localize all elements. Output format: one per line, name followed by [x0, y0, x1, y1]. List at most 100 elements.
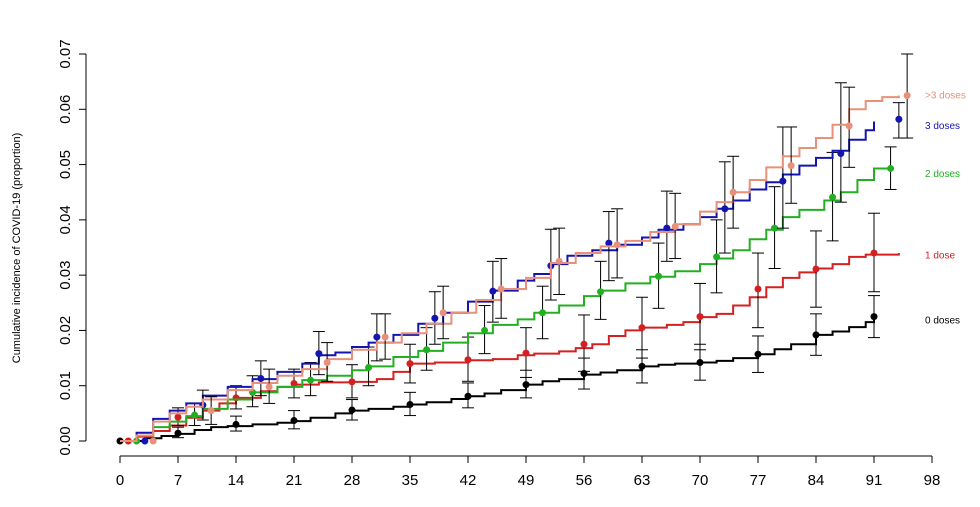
- data-point: [141, 437, 149, 445]
- data-point: [837, 150, 845, 158]
- x-tick-label: 21: [286, 472, 303, 489]
- data-point: [771, 224, 779, 232]
- data-point: [812, 265, 820, 273]
- x-tick-label: 98: [924, 472, 941, 489]
- data-point: [489, 287, 497, 295]
- x-tick-label: 91: [866, 472, 883, 489]
- x-tick-label: 63: [634, 472, 651, 489]
- data-point: [257, 375, 265, 383]
- data-point: [522, 349, 530, 357]
- x-tick-label: 7: [174, 472, 182, 489]
- data-point: [522, 381, 530, 389]
- data-point: [870, 313, 878, 321]
- data-point: [439, 309, 447, 317]
- data-point: [663, 224, 671, 232]
- axes: 0 7 14 21 28 35 42 49 56 63 70 77 84 91 98 0.00 0.01 0.02…: [57, 39, 940, 489]
- data-point: [729, 188, 737, 196]
- x-tick-label: 14: [228, 472, 245, 489]
- data-point: [696, 358, 704, 366]
- data-point: [845, 122, 853, 130]
- data-point: [481, 326, 489, 334]
- x-tick-label: 49: [518, 472, 535, 489]
- data-point: [207, 407, 215, 415]
- x-tick-label: 56: [576, 472, 593, 489]
- data-point: [787, 162, 795, 170]
- series-1: [120, 212, 900, 445]
- series-0: [116, 295, 880, 445]
- data-point: [307, 376, 315, 384]
- data-point: [638, 324, 646, 332]
- y-axis-label: Cumulative incidence of COVID-19 (propor…: [11, 133, 23, 364]
- data-point: [696, 313, 704, 321]
- data-point: [754, 350, 762, 358]
- x-tick-label: 28: [344, 472, 361, 489]
- data-point: [315, 350, 323, 358]
- data-point: [290, 380, 298, 388]
- data-point: [870, 249, 878, 257]
- series-label: 1 dose: [925, 251, 955, 262]
- data-point: [265, 383, 273, 391]
- data-point: [539, 309, 547, 317]
- series-labels: 0 doses 1 dose 2 doses 3 doses >3 doses: [925, 90, 966, 326]
- x-tick-label: 77: [750, 472, 767, 489]
- series-label: 3 doses: [925, 121, 960, 132]
- y-tick-label: 0.07: [57, 39, 74, 68]
- data-point: [655, 272, 663, 280]
- data-point: [895, 115, 903, 123]
- data-point: [381, 333, 389, 341]
- data-point: [580, 340, 588, 348]
- data-point: [605, 239, 613, 247]
- data-point: [174, 429, 182, 437]
- data-point: [406, 360, 414, 368]
- data-point: [555, 257, 563, 265]
- data-point: [597, 288, 605, 296]
- data-point: [887, 164, 895, 172]
- data-point: [323, 358, 331, 366]
- series-line: [120, 95, 900, 442]
- x-tick-label: 42: [460, 472, 477, 489]
- data-point: [713, 253, 721, 261]
- data-point: [232, 420, 240, 428]
- data-point: [406, 401, 414, 409]
- data-point: [348, 406, 356, 414]
- x-tick-label: 35: [402, 472, 419, 489]
- data-point: [431, 314, 439, 322]
- x-tick-label: 84: [808, 472, 825, 489]
- series-4: [120, 53, 914, 445]
- data-point: [365, 363, 373, 371]
- y-tick-label: 0.00: [57, 426, 74, 455]
- data-point: [638, 362, 646, 370]
- series-label: >3 doses: [925, 90, 966, 101]
- data-point: [423, 346, 431, 354]
- data-point: [754, 285, 762, 293]
- series-label: 0 doses: [925, 315, 960, 326]
- data-point: [149, 437, 157, 445]
- data-point: [464, 356, 472, 364]
- data-point: [721, 205, 729, 213]
- data-point: [497, 285, 505, 293]
- data-point: [829, 193, 837, 201]
- data-point: [671, 222, 679, 230]
- y-tick-label: 0.02: [57, 316, 74, 345]
- x-tick-label: 0: [116, 472, 124, 489]
- y-tick-label: 0.03: [57, 261, 74, 290]
- data-point: [812, 331, 820, 339]
- data-point: [613, 241, 621, 249]
- data-point: [348, 378, 356, 386]
- series-label: 2 doses: [925, 169, 960, 180]
- data-point: [174, 413, 182, 421]
- data-point: [191, 411, 199, 419]
- series-line: [120, 316, 875, 442]
- series-layer: [116, 53, 914, 445]
- series-line: [120, 253, 900, 442]
- y-tick-label: 0.06: [57, 95, 74, 124]
- y-tick-label: 0.05: [57, 150, 74, 179]
- data-point: [779, 177, 787, 185]
- y-tick-label: 0.04: [57, 205, 74, 234]
- series-2: [120, 146, 897, 445]
- x-tick-label: 70: [692, 472, 709, 489]
- data-point: [290, 417, 298, 425]
- y-tick-label: 0.01: [57, 371, 74, 400]
- data-point: [373, 333, 381, 341]
